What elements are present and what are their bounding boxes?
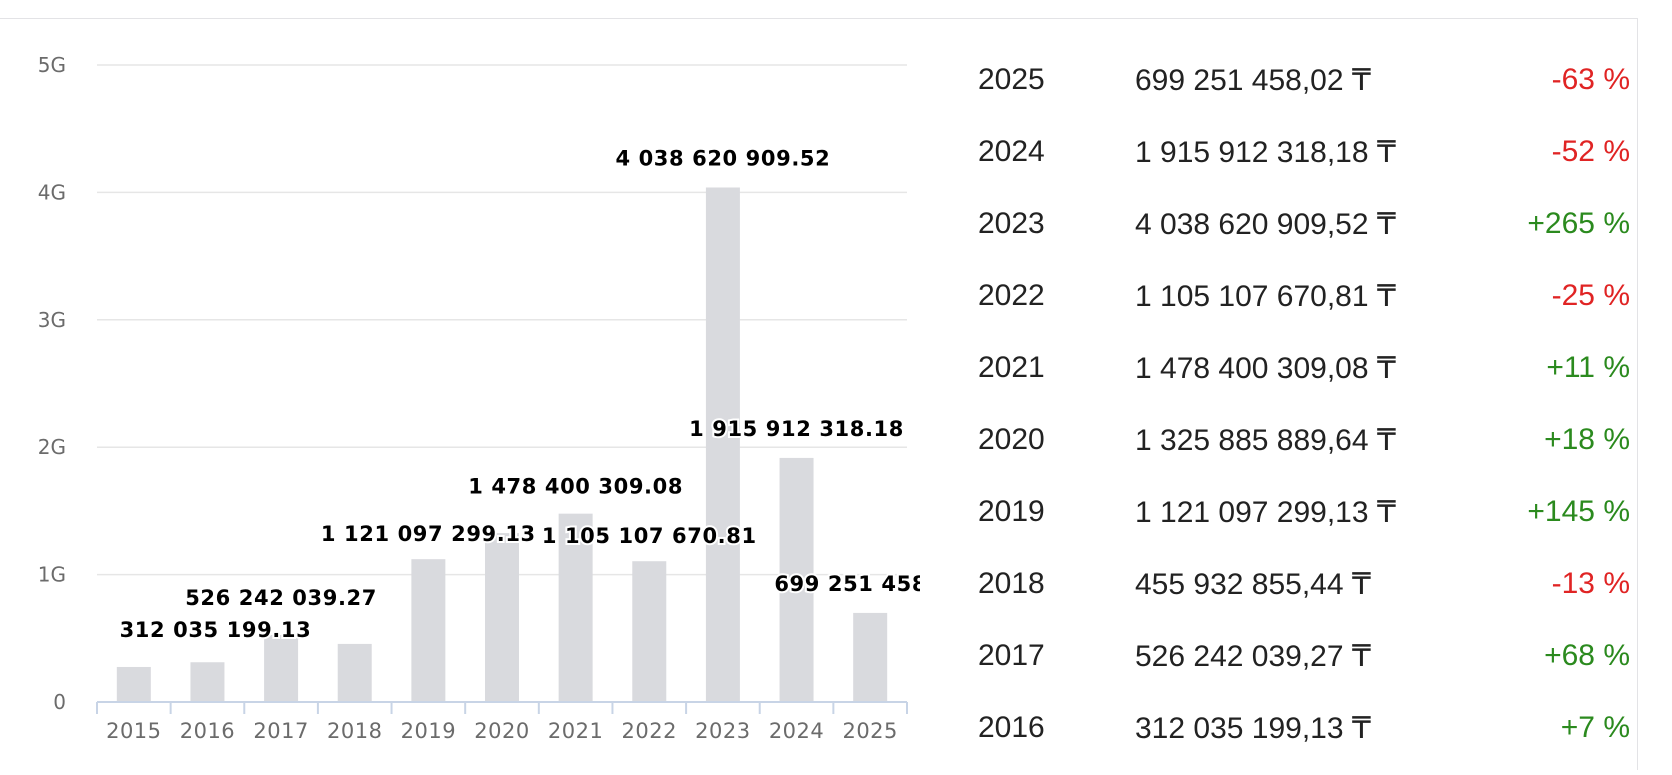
amount-cell: 1 121 097 299,13 ₸ — [1135, 495, 1396, 529]
data-label: 1 915 912 318.18 — [689, 417, 904, 441]
x-tick-label: 2019 — [401, 719, 456, 743]
amount-cell: 455 932 855,44 ₸ — [1135, 567, 1371, 601]
amount-cell: 1 105 107 670,81 ₸ — [1135, 279, 1396, 313]
y-tick-label: 0 — [53, 690, 66, 714]
bar — [853, 612, 888, 702]
change-percent-cell: -52 % — [1551, 135, 1630, 168]
year-cell: 2024 — [978, 135, 1045, 168]
change-percent-cell: -13 % — [1551, 567, 1630, 600]
table-row: 2019 1 121 097 299,13 ₸ +145 % — [978, 476, 1630, 548]
amount-cell: 1 478 400 309,08 ₸ — [1135, 351, 1396, 385]
bar — [705, 187, 740, 703]
year-cell: 2020 — [978, 423, 1045, 456]
data-label: 312 035 199.13 — [120, 618, 312, 642]
x-tick-label: 2015 — [106, 719, 161, 743]
table-row: 2020 1 325 885 889,64 ₸ +18 % — [978, 404, 1630, 476]
y-tick-label: 2G — [38, 435, 66, 459]
change-percent-cell: +68 % — [1544, 639, 1630, 672]
amount-cell: 4 038 620 909,52 ₸ — [1135, 207, 1396, 241]
x-tick-label: 2022 — [622, 719, 677, 743]
y-tick-label: 3G — [38, 308, 66, 332]
y-tick-label: 4G — [38, 180, 66, 204]
change-percent-cell: +265 % — [1527, 207, 1630, 240]
bar — [779, 457, 814, 702]
y-tick-label: 5G — [38, 53, 66, 77]
y-tick-label: 1G — [38, 563, 66, 587]
year-cell: 2023 — [978, 207, 1045, 240]
table-row: 2021 1 478 400 309,08 ₸ +11 % — [978, 332, 1630, 404]
data-label: 4 038 620 909.52 — [615, 146, 830, 170]
amount-cell: 526 242 039,27 ₸ — [1135, 639, 1371, 673]
year-cell: 2016 — [978, 711, 1045, 744]
data-label: 1 105 107 670.81 — [542, 524, 757, 548]
x-tick-label: 2020 — [474, 719, 529, 743]
year-cell: 2019 — [978, 495, 1045, 528]
year-cell: 2018 — [978, 567, 1045, 600]
amount-cell: 1 325 885 889,64 ₸ — [1135, 423, 1396, 457]
bar-chart: 0 1G 2G 3G 4G 5G 2015 2016 2017 2018 2019 2020 2021 2… — [38, 53, 968, 743]
bar — [632, 561, 667, 702]
change-percent-cell: +18 % — [1544, 423, 1630, 456]
bar — [485, 533, 519, 702]
data-label: 1 478 400 309.08 — [468, 475, 683, 499]
table-row: 2018 455 932 855,44 ₸ -13 % — [978, 548, 1630, 620]
table-row: 2022 1 105 107 670,81 ₸ -25 % — [978, 260, 1630, 332]
x-tick-label: 2025 — [842, 719, 897, 743]
table-row: 2017 526 242 039,27 ₸ +68 % — [978, 620, 1630, 692]
x-tick-label: 2023 — [695, 719, 750, 743]
bar — [411, 559, 446, 702]
table-row: 2016 312 035 199,13 ₸ +7 % — [978, 692, 1630, 764]
data-label: 526 242 039.27 — [185, 586, 377, 610]
x-tick-label: 2024 — [769, 719, 824, 743]
x-tick-label: 2018 — [327, 719, 382, 743]
amount-cell: 312 035 199,13 ₸ — [1135, 711, 1371, 745]
change-percent-cell: +145 % — [1527, 495, 1630, 528]
bar — [116, 666, 151, 702]
amount-cell: 1 915 912 318,18 ₸ — [1135, 135, 1396, 169]
change-percent-cell: +11 % — [1546, 351, 1630, 384]
bar — [190, 662, 225, 702]
change-percent-cell: -25 % — [1551, 279, 1630, 312]
year-cell: 2017 — [978, 639, 1045, 672]
change-percent-cell: +7 % — [1560, 711, 1630, 744]
year-cell: 2025 — [978, 63, 1045, 96]
data-label: 699 251 458.02 — [774, 572, 920, 596]
table-row: 2025 699 251 458,02 ₸ -63 % — [978, 44, 1630, 116]
amount-cell: 699 251 458,02 ₸ — [1135, 63, 1371, 97]
table-row: 2024 1 915 912 318,18 ₸ -52 % — [978, 116, 1630, 188]
x-tick-label: 2017 — [253, 719, 308, 743]
table-row: 2023 4 038 620 909,52 ₸ +265 % — [978, 188, 1630, 260]
yearly-values-table: 2025 699 251 458,02 ₸ -63 % 2024 1 915 912 3… — [978, 44, 1630, 764]
x-tick-label: 2021 — [548, 719, 603, 743]
year-cell: 2022 — [978, 279, 1045, 312]
year-cell: 2021 — [978, 351, 1045, 384]
bar — [558, 513, 593, 702]
bar — [337, 643, 372, 702]
bar-chart-svg: 0 1G 2G 3G 4G 5G 2015 2016 2017 2018 2019 2020 2021 2… — [38, 53, 968, 743]
x-tick-label: 2016 — [180, 719, 235, 743]
bar — [264, 634, 299, 702]
data-label: 1 121 097 299.13 — [321, 522, 536, 546]
change-percent-cell: -63 % — [1551, 63, 1630, 96]
